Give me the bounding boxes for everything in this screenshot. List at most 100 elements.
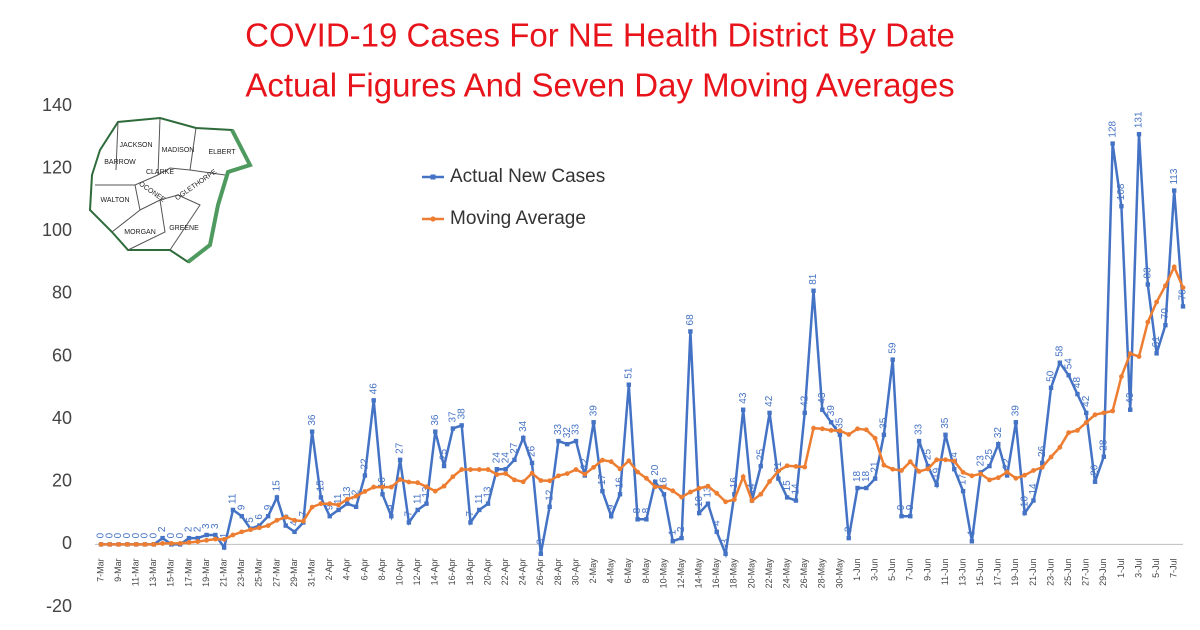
data-label: 20 bbox=[650, 464, 661, 476]
point bbox=[565, 441, 570, 447]
point bbox=[907, 459, 913, 465]
data-label: 9 bbox=[263, 504, 274, 510]
point bbox=[837, 428, 843, 434]
point bbox=[415, 507, 420, 513]
x-tick-label: 11-Jun bbox=[940, 558, 950, 585]
point bbox=[362, 473, 368, 478]
y-tick-label: 140 bbox=[42, 95, 72, 115]
legend-label: Actual New Cases bbox=[450, 166, 605, 187]
point bbox=[538, 478, 544, 483]
x-tick-label: 6-Apr bbox=[359, 558, 369, 580]
point bbox=[547, 478, 553, 484]
point bbox=[459, 467, 465, 472]
point bbox=[890, 357, 895, 362]
data-label: 51 bbox=[623, 367, 634, 379]
data-label: 5 bbox=[245, 517, 256, 523]
point bbox=[661, 484, 667, 490]
point bbox=[283, 523, 288, 528]
point bbox=[512, 457, 517, 463]
x-tick-label: 30-May bbox=[834, 558, 844, 589]
point bbox=[116, 541, 121, 547]
point bbox=[213, 532, 218, 538]
county-label: ELBERT bbox=[208, 149, 236, 156]
y-tick-label: 120 bbox=[42, 157, 72, 177]
point bbox=[547, 504, 552, 509]
point bbox=[855, 485, 860, 491]
data-label: 13 bbox=[703, 486, 714, 498]
point bbox=[943, 432, 948, 437]
x-tick-label: 19-Jun bbox=[1010, 558, 1020, 586]
point bbox=[943, 457, 948, 463]
data-label: 4 bbox=[711, 520, 722, 526]
point bbox=[133, 541, 139, 547]
x-tick-label: 25-Mar bbox=[254, 558, 264, 587]
data-label: 8 bbox=[641, 507, 652, 513]
data-label: 17 bbox=[958, 474, 969, 486]
point bbox=[265, 523, 271, 528]
point bbox=[881, 432, 887, 437]
data-label: 6 bbox=[254, 514, 265, 520]
x-tick-label: 4-Apr bbox=[342, 558, 352, 580]
data-label: 24 bbox=[491, 452, 502, 464]
point bbox=[468, 520, 473, 525]
data-label: -3 bbox=[720, 538, 731, 547]
x-tick-label: 5-Jun bbox=[887, 558, 897, 581]
point bbox=[1136, 131, 1142, 137]
point bbox=[723, 551, 728, 556]
point bbox=[441, 483, 447, 489]
data-label: 76 bbox=[1178, 289, 1189, 301]
x-tick-label: 14-May bbox=[694, 558, 704, 589]
data-label: 0 bbox=[148, 532, 159, 538]
point bbox=[1092, 479, 1098, 484]
point bbox=[1128, 407, 1133, 412]
x-tick-label: 10-Apr bbox=[394, 558, 404, 585]
data-label: 39 bbox=[826, 405, 837, 417]
point bbox=[1110, 408, 1116, 414]
data-label: 21 bbox=[773, 461, 784, 473]
y-tick-label: 60 bbox=[52, 345, 72, 365]
point bbox=[714, 529, 719, 535]
point bbox=[406, 520, 412, 525]
data-label: 0 bbox=[175, 532, 186, 538]
x-tick-label: 13-Mar bbox=[148, 558, 158, 587]
data-label: 15 bbox=[782, 480, 793, 492]
point bbox=[872, 476, 878, 481]
point bbox=[160, 541, 165, 546]
data-label: 2 bbox=[192, 526, 203, 532]
point bbox=[740, 474, 746, 480]
x-tick-label: 28-Apr bbox=[553, 558, 563, 585]
point bbox=[1180, 285, 1186, 291]
point bbox=[1004, 473, 1010, 478]
point bbox=[318, 495, 324, 500]
point bbox=[687, 489, 693, 495]
data-label: 1 bbox=[967, 529, 978, 535]
point bbox=[679, 494, 684, 500]
chart-title: COVID-19 Cases For NE Health District By… bbox=[245, 17, 955, 54]
data-label: 43 bbox=[1125, 392, 1136, 404]
point bbox=[1171, 264, 1177, 270]
point bbox=[160, 535, 165, 541]
x-tick-label: 7-Jun bbox=[905, 558, 915, 581]
x-tick-label: 25-Jun bbox=[1063, 558, 1073, 586]
point bbox=[538, 551, 544, 556]
point bbox=[503, 471, 509, 477]
point bbox=[609, 513, 614, 519]
x-tick-label: 15-Mar bbox=[166, 558, 176, 587]
point bbox=[230, 532, 236, 538]
point bbox=[556, 473, 561, 479]
point bbox=[899, 468, 904, 473]
y-tick-label: 100 bbox=[42, 220, 72, 240]
data-label: 13 bbox=[342, 486, 353, 498]
point bbox=[1057, 444, 1063, 450]
series-line bbox=[101, 134, 1185, 559]
x-tick-label: 13-Jun bbox=[957, 558, 967, 586]
point bbox=[221, 545, 227, 550]
x-tick-label: 4-May bbox=[606, 558, 616, 584]
point bbox=[432, 488, 438, 494]
point bbox=[239, 529, 245, 535]
point bbox=[644, 517, 649, 522]
data-label: 7 bbox=[298, 510, 309, 516]
point bbox=[371, 398, 376, 403]
county-label: WALTON bbox=[100, 197, 129, 204]
point bbox=[424, 484, 429, 490]
